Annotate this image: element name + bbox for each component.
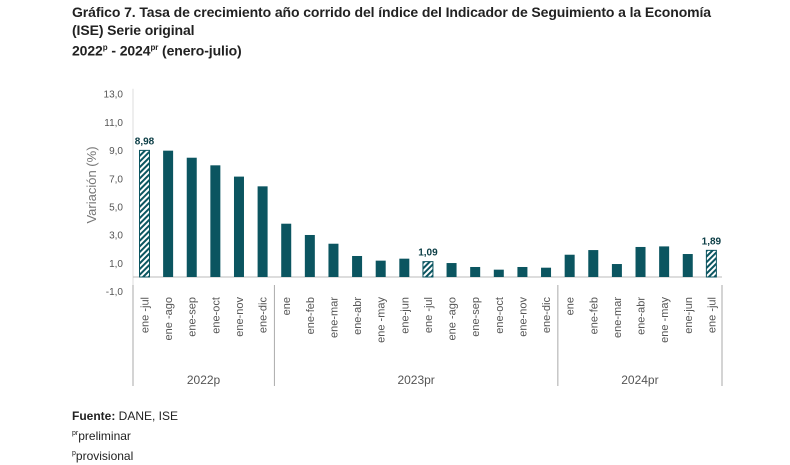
bar (375, 260, 386, 277)
bar (281, 223, 292, 277)
x-tick-label: ene-abr (352, 297, 364, 335)
x-tick-label: ene-dic (541, 297, 553, 334)
data-label: 1,89 (702, 236, 722, 247)
x-tick-label: ene-dic (258, 297, 270, 334)
data-label: 1,09 (418, 248, 438, 259)
x-tick-label: ene (281, 297, 293, 315)
x-tick-label: ene -jul (706, 297, 718, 333)
preliminar-note: prpreliminar (72, 429, 131, 443)
bar (705, 249, 717, 278)
x-tick-label: ene-nov (517, 297, 529, 337)
x-tick-label: ene-oct (210, 297, 222, 334)
group-label: 2024pr (621, 373, 658, 387)
chart-notes: Fuente: DANE, ISE prpreliminar pprovisio… (72, 408, 178, 465)
group-label: 2023pr (397, 373, 434, 387)
group-label: 2022p (187, 373, 221, 387)
x-tick-label: ene (565, 297, 577, 315)
y-tick-label: 11,0 (104, 118, 123, 129)
bar (493, 269, 504, 277)
y-tick-label: 13,0 (104, 90, 124, 101)
x-tick-label: ene -ago (447, 297, 459, 340)
source-note: Fuente: DANE, ISE (72, 409, 179, 423)
y-tick-label: 5,0 (109, 203, 123, 214)
bar (635, 246, 646, 277)
bar (304, 234, 315, 277)
chart-title: Gráfico 7. Tasa de crecimiento año corri… (72, 3, 711, 60)
x-tick-label: ene-mar (328, 297, 340, 338)
title-line-2: (ISE) Serie original (72, 22, 195, 38)
bar (422, 261, 434, 278)
y-tick-label: 9,0 (109, 146, 123, 157)
x-tick-label: ene-oct (494, 297, 506, 334)
x-tick-label: ene-nov (234, 297, 246, 337)
y-tick-label: 3,0 (109, 231, 123, 242)
bar (470, 266, 481, 277)
bar (446, 263, 457, 277)
y-tick-label: -1,0 (106, 287, 124, 298)
bar (233, 176, 244, 277)
x-tick-label: ene -ago (163, 297, 175, 340)
bar (564, 254, 575, 277)
x-tick-label: ene-sep (187, 297, 199, 337)
x-tick-label: ene -may (659, 297, 671, 343)
y-tick-label: 1,0 (109, 259, 123, 270)
bar (659, 246, 670, 277)
bar (186, 157, 197, 277)
x-tick-label: ene-abr (636, 297, 648, 335)
bar (163, 150, 174, 277)
bar (517, 266, 528, 277)
bar (328, 243, 339, 277)
bar (399, 258, 410, 277)
provisional-note: pprovisional (72, 449, 134, 463)
bar (611, 264, 622, 277)
x-tick-label: ene -jul (423, 297, 435, 333)
x-tick-label: ene-feb (305, 297, 317, 334)
x-tick-label: ene-jun (683, 297, 695, 334)
bar (541, 267, 552, 277)
x-tick-label: ene-jun (399, 297, 411, 334)
title-line-3: 2022p - 2024pr (enero-julio) (72, 42, 242, 59)
bar (139, 149, 150, 278)
x-tick-label: ene -may (376, 297, 388, 343)
data-label: 8,98 (135, 136, 155, 147)
x-tick-label: ene-sep (470, 297, 482, 337)
bar (210, 165, 221, 277)
bar (257, 186, 268, 277)
bar (352, 255, 363, 277)
y-axis-label: Variación (%) (84, 146, 99, 223)
bar (682, 254, 693, 277)
y-tick-label: 7,0 (109, 174, 123, 185)
x-tick-label: ene -jul (140, 297, 152, 333)
bar (588, 250, 599, 277)
x-tick-label: ene-mar (612, 297, 624, 338)
title-line-1: Gráfico 7. Tasa de crecimiento año corri… (72, 4, 711, 20)
x-tick-label: ene-feb (588, 297, 600, 334)
